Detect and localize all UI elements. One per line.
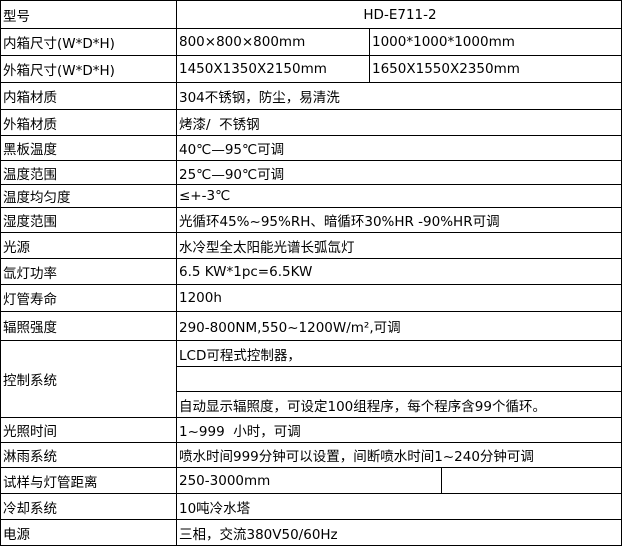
table-row: 温度范围 25℃—90℃可调 [0,160,622,185]
row-label: 黑板温度 [0,135,177,161]
row-label: 氙灯功率 [0,258,177,285]
row-label: 辐照强度 [0,311,177,341]
table-row: 氙灯功率 6.5 KW*1pc=6.5KW [0,258,622,285]
row-value: 水冷型全太阳能光谱长弧氙灯 [175,232,622,259]
table-row: 辐照强度 290-800NM,550~1200W/m²,可调 [0,311,622,341]
table-row: 淋雨系统 喷水时间999分钟可以设置，间断喷水时间1~240分钟可调 [0,442,622,468]
row-value-line: 自动显示辐照度，可设定100组程序，每个程序含99个循环。 [175,391,622,418]
row-value-line: LCD可程式控制器， [175,340,622,367]
row-value: 250-3000mm [176,467,442,494]
table-row: 光照时间 1~999 小时，可调 [0,417,622,443]
table-row: 外箱材质 烤漆/ 不锈钢 [0,109,622,136]
row-value-2 [440,467,622,494]
row-value-2: 1000*1000*1000mm [368,28,622,56]
row-label: 湿度范围 [0,207,177,233]
row-label: 试样与灯管距离 [0,467,177,494]
row-value: 304不锈钢，防尘，易清洗 [175,82,622,110]
row-value: 6.5 KW*1pc=6.5KW [175,258,622,285]
row-label: 外箱材质 [0,109,177,136]
row-label: 内箱尺寸(W*D*H) [0,28,177,56]
row-value: 烤漆/ 不锈钢 [175,109,622,136]
table-row: 湿度范围 光循环45%~95%RH、暗循环30%HR -90%HR可调 [0,207,622,233]
row-label: 光源 [0,232,177,259]
row-value: 光循环45%~95%RH、暗循环30%HR -90%HR可调 [175,207,622,233]
row-label: 淋雨系统 [0,442,177,468]
row-value: 1450X1350X2150mm [176,55,370,83]
table-row: 试样与灯管距离 250-3000mm [0,467,622,494]
row-value-line [175,366,622,392]
table-row: 灯管寿命 1200h [0,284,622,312]
table-row: 冷却系统 10吨冷水塔 [0,493,622,520]
table-row: 控制系统 LCD可程式控制器， [0,340,622,418]
table-row: 内箱材质 304不锈钢，防尘，易清洗 [0,82,622,110]
row-label: 温度范围 [0,160,177,185]
row-label: 外箱尺寸(W*D*H) [0,55,177,83]
row-value-2: 1650X1550X2350mm [368,55,622,83]
row-value: 三相，交流380V50/60Hz [175,519,622,546]
row-value: HD-E711-2 [175,0,622,29]
table-row: 内箱尺寸(W*D*H) 800×800×800mm 1000*1000*1000mm [0,28,622,56]
row-value: ≤+-3℃ [175,184,622,208]
row-label: 灯管寿命 [0,284,177,312]
row-value: 喷水时间999分钟可以设置，间断喷水时间1~240分钟可调 [175,442,622,468]
row-label: 光照时间 [0,417,177,443]
row-label: 内箱材质 [0,82,177,110]
row-value: 1200h [175,284,622,312]
row-value: 40℃—95℃可调 [175,135,622,161]
row-label: 温度均匀度 [0,184,177,208]
table-row: 外箱尺寸(W*D*H) 1450X1350X2150mm 1650X1550X235… [0,55,622,83]
table-row: 温度均匀度 ≤+-3℃ [0,184,622,208]
row-label: 电源 [0,519,177,546]
row-value: 1~999 小时，可调 [175,417,622,443]
table-row: 黑板温度 40℃—95℃可调 [0,135,622,161]
row-label: 型号 [0,0,177,29]
row-value: 290-800NM,550~1200W/m²,可调 [175,311,622,341]
table-row: 电源 三相，交流380V50/60Hz [0,519,622,546]
row-label: 控制系统 [0,340,177,418]
table-row: 型号 HD-E711-2 [0,0,622,29]
row-value: 800×800×800mm [176,28,370,56]
row-value: 25℃—90℃可调 [175,160,622,185]
table-row: 光源 水冷型全太阳能光谱长弧氙灯 [0,232,622,259]
row-value: 10吨冷水塔 [175,493,622,520]
row-label: 冷却系统 [0,493,177,520]
